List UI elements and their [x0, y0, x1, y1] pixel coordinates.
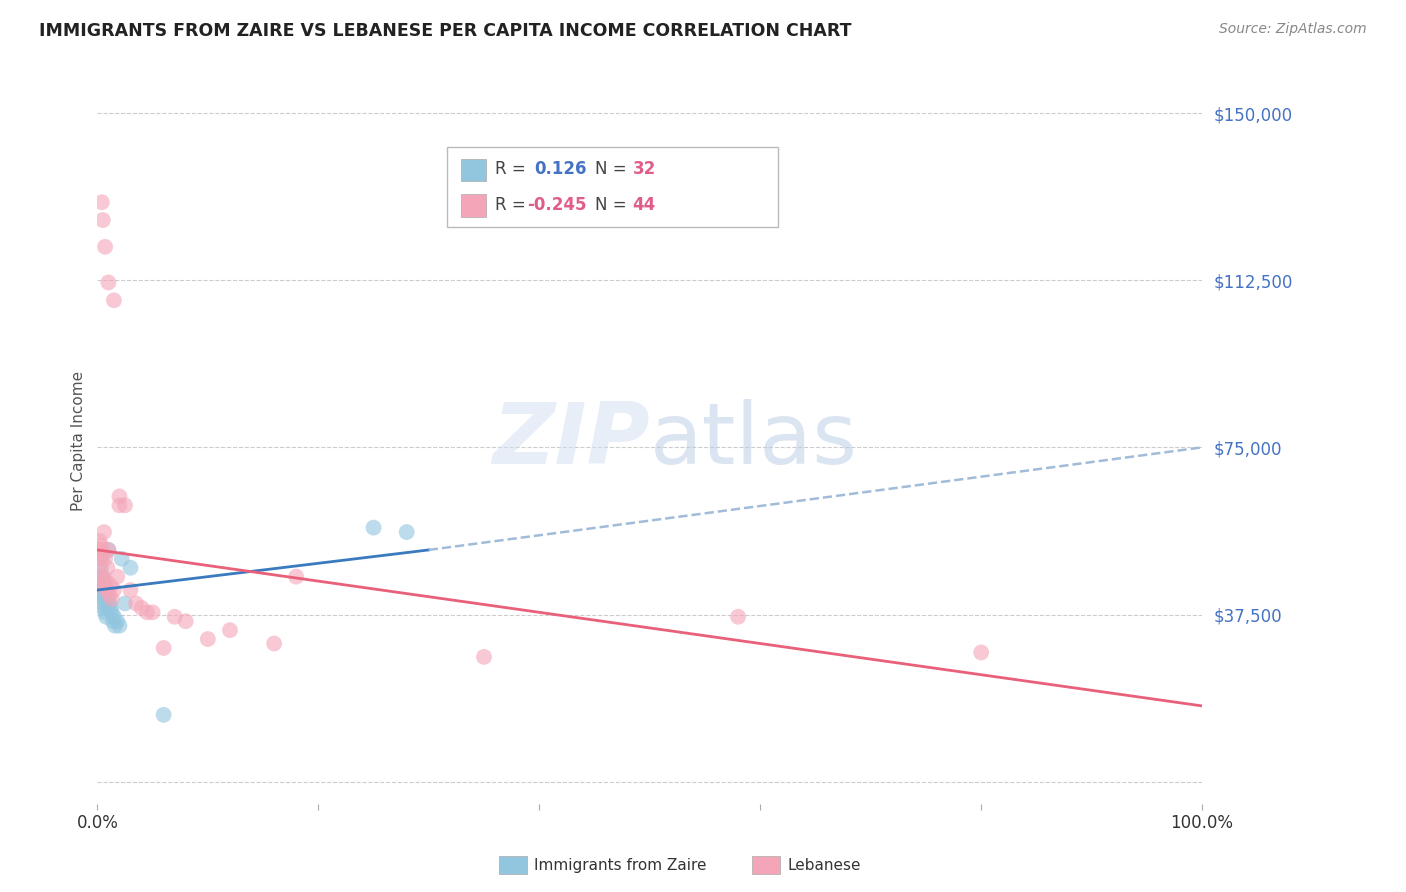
Point	[101, 614, 124, 628]
Point	[395, 525, 418, 540]
Point	[97, 542, 120, 557]
Point	[103, 582, 125, 597]
Point	[174, 614, 197, 628]
Point	[89, 587, 111, 601]
Point	[120, 582, 142, 597]
Text: N =: N =	[595, 161, 631, 178]
Point	[94, 551, 117, 566]
Point	[142, 605, 165, 619]
Point	[285, 569, 308, 583]
Point	[93, 578, 115, 592]
Text: 44: 44	[633, 196, 657, 214]
Point	[105, 614, 128, 628]
Point	[90, 560, 112, 574]
Point	[108, 618, 131, 632]
Point	[105, 569, 128, 583]
Point	[96, 582, 118, 597]
Point	[163, 609, 186, 624]
Point	[89, 551, 111, 566]
Point	[100, 605, 122, 619]
Text: IMMIGRANTS FROM ZAIRE VS LEBANESE PER CAPITA INCOME CORRELATION CHART: IMMIGRANTS FROM ZAIRE VS LEBANESE PER CA…	[39, 22, 852, 40]
Point	[94, 605, 117, 619]
Point	[96, 587, 118, 601]
Point	[104, 618, 127, 632]
Point	[98, 587, 121, 601]
Point	[90, 539, 112, 553]
Point	[96, 582, 118, 597]
Point	[91, 547, 114, 561]
Text: Immigrants from Zaire: Immigrants from Zaire	[534, 858, 707, 872]
Point	[90, 195, 112, 210]
Point	[197, 632, 219, 646]
Point	[136, 605, 159, 619]
Text: Lebanese: Lebanese	[787, 858, 860, 872]
Point	[87, 542, 110, 557]
Point	[120, 560, 142, 574]
Point	[93, 600, 115, 615]
Point	[98, 596, 121, 610]
Point	[96, 609, 118, 624]
Point	[91, 213, 114, 227]
Text: ZIP: ZIP	[492, 400, 650, 483]
Point	[100, 600, 122, 615]
Text: 0.126: 0.126	[534, 161, 586, 178]
Text: N =: N =	[595, 196, 631, 214]
Text: -0.245: -0.245	[527, 196, 586, 214]
Point	[114, 499, 136, 513]
Point	[219, 623, 242, 637]
Point	[111, 551, 134, 566]
Point	[263, 636, 285, 650]
Point	[94, 240, 117, 254]
Point	[90, 569, 112, 583]
Point	[91, 596, 114, 610]
Text: R =: R =	[495, 196, 531, 214]
Point	[93, 574, 115, 588]
Point	[97, 276, 120, 290]
Point	[87, 578, 110, 592]
Point	[131, 600, 153, 615]
Point	[125, 596, 148, 610]
Point	[472, 649, 495, 664]
Point	[91, 574, 114, 588]
Point	[152, 707, 174, 722]
Point	[96, 574, 118, 588]
Point	[90, 591, 112, 606]
Point	[90, 542, 112, 557]
Point	[93, 525, 115, 540]
Point	[90, 582, 112, 597]
Point	[96, 560, 118, 574]
Point	[363, 521, 385, 535]
Point	[90, 560, 112, 574]
Point	[89, 534, 111, 549]
Text: atlas: atlas	[650, 400, 858, 483]
Point	[970, 645, 993, 659]
Point	[91, 569, 114, 583]
Point	[108, 490, 131, 504]
Point	[727, 609, 749, 624]
Y-axis label: Per Capita Income: Per Capita Income	[72, 371, 86, 511]
Point	[90, 551, 112, 566]
Point	[97, 542, 120, 557]
Text: Source: ZipAtlas.com: Source: ZipAtlas.com	[1219, 22, 1367, 37]
Point	[89, 569, 111, 583]
Point	[100, 591, 122, 606]
Point	[103, 293, 125, 308]
Text: R =: R =	[495, 161, 531, 178]
Point	[97, 591, 120, 606]
Text: 32: 32	[633, 161, 657, 178]
Point	[114, 596, 136, 610]
Point	[100, 578, 122, 592]
Point	[103, 609, 125, 624]
Point	[152, 640, 174, 655]
Point	[94, 578, 117, 592]
Point	[108, 499, 131, 513]
